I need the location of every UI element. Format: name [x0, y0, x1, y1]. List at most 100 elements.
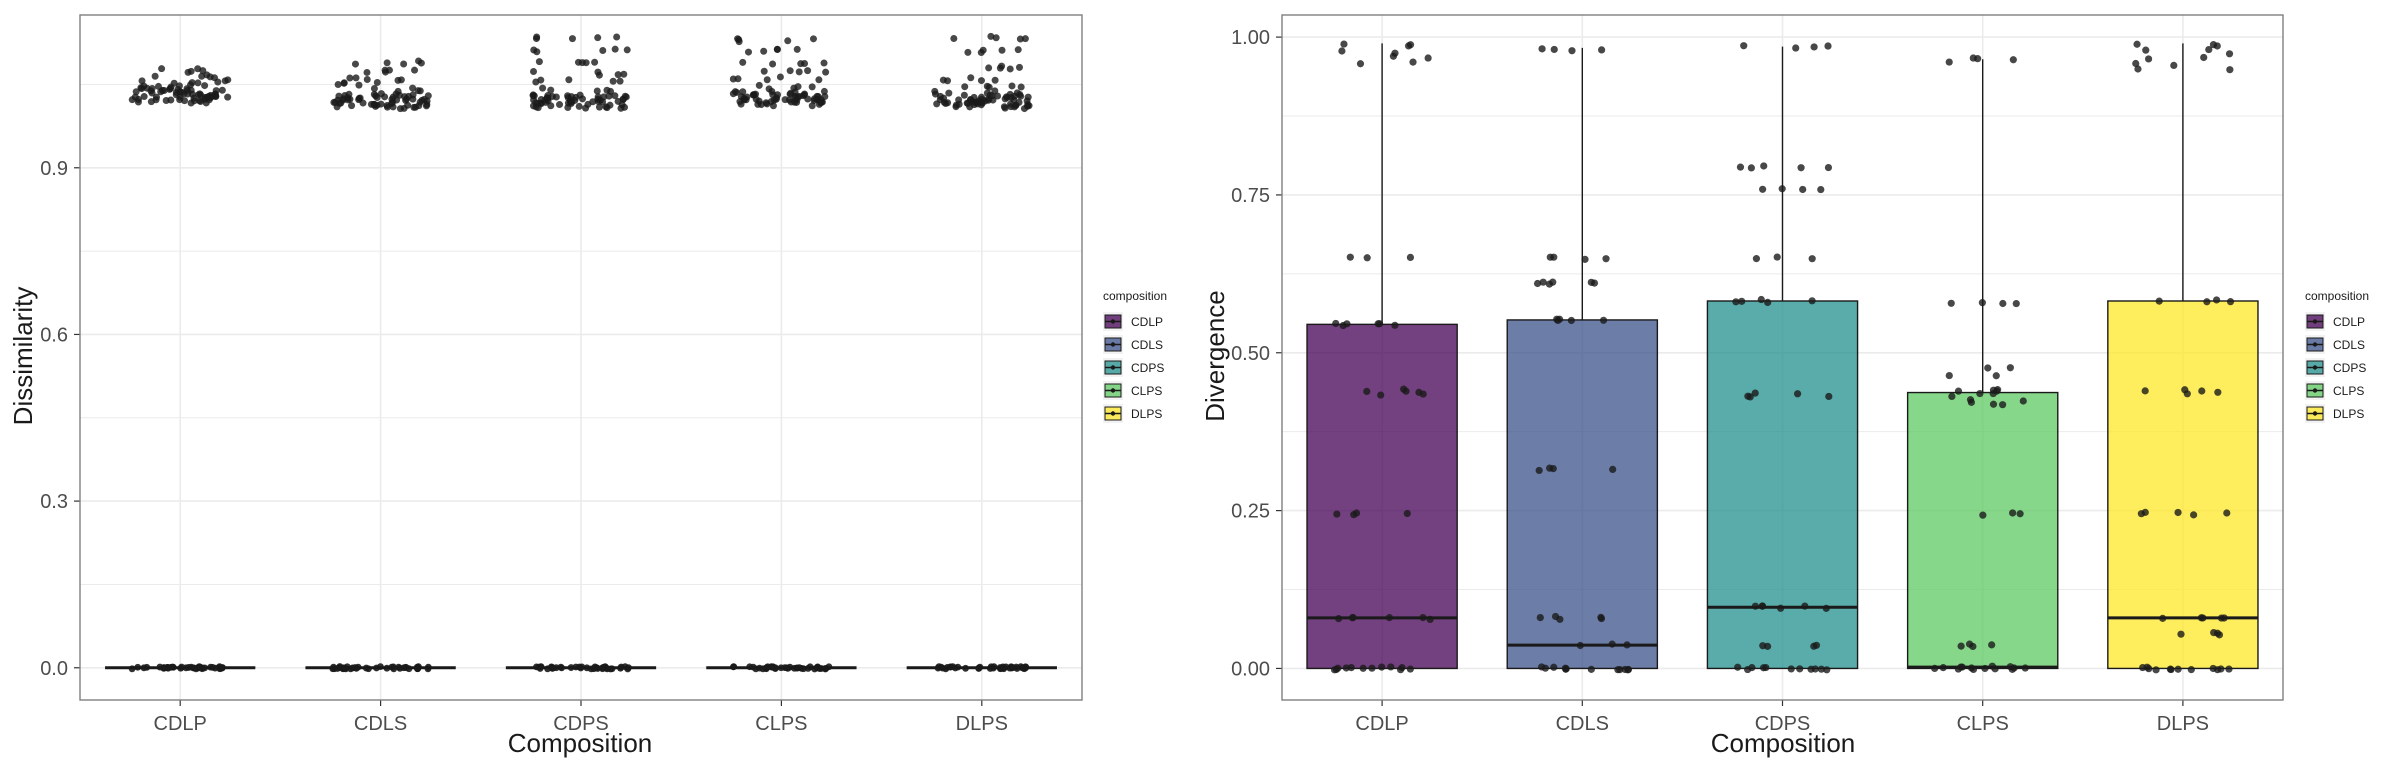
data-point — [1400, 385, 1408, 393]
outlier-point — [151, 72, 159, 80]
data-point — [1999, 401, 2007, 409]
data-point — [1822, 604, 1830, 612]
legend-label-dlps: DLPS — [2333, 407, 2364, 421]
data-point — [1797, 164, 1805, 172]
data-point — [2143, 663, 2151, 671]
data-point — [1992, 372, 2000, 380]
legend-swatch-point — [2312, 388, 2318, 393]
data-point — [1824, 42, 1832, 50]
outlier-point — [773, 46, 781, 54]
data-point — [2209, 41, 2218, 49]
outlier-point — [594, 34, 602, 42]
outlier-point — [564, 92, 572, 100]
data-point — [1931, 664, 1939, 673]
outlier-point — [224, 76, 232, 84]
data-point — [377, 663, 384, 671]
outlier-point — [987, 32, 995, 40]
data-point — [1817, 185, 1825, 194]
outlier-point — [1017, 83, 1025, 91]
outlier-point — [776, 73, 784, 81]
data-point — [1989, 400, 1998, 408]
outlier-point — [760, 67, 768, 75]
data-point — [2200, 53, 2208, 62]
outlier-point — [576, 91, 584, 99]
outlier-point — [363, 68, 371, 76]
data-point — [939, 664, 947, 672]
outlier-point — [755, 81, 763, 89]
y-tick-label: 0.50 — [1231, 343, 1270, 365]
outlier-point — [614, 71, 622, 79]
outlier-point — [595, 71, 603, 79]
data-point — [1732, 298, 1740, 306]
data-point — [1332, 319, 1340, 328]
data-point — [2214, 388, 2222, 396]
outlier-point — [201, 82, 209, 90]
data-point — [1799, 185, 1807, 194]
outlier-point — [939, 76, 947, 84]
outlier-point — [609, 77, 617, 85]
outlier-point — [945, 89, 953, 97]
outlier-point — [739, 58, 747, 66]
data-point — [2006, 663, 2014, 671]
data-point — [1609, 465, 1617, 474]
x-tick-label: DLPS — [956, 713, 1008, 735]
legend-label-clps: CLPS — [1131, 384, 1162, 398]
data-point — [1744, 392, 1752, 400]
legend-swatch-point — [1110, 319, 1116, 324]
data-point — [351, 664, 359, 671]
data-point — [1823, 666, 1831, 674]
data-point — [414, 664, 422, 672]
outlier-point — [593, 87, 601, 95]
data-point — [1377, 391, 1385, 399]
legend-swatch-point — [1110, 365, 1116, 370]
outlier-point — [131, 93, 139, 101]
outlier-point — [351, 60, 359, 68]
outlier-point — [194, 79, 202, 87]
data-point — [1939, 664, 1947, 672]
outlier-point — [535, 58, 543, 66]
data-point — [1339, 321, 1347, 330]
data-point — [143, 663, 151, 671]
outlier-point — [613, 33, 621, 41]
outlier-point — [769, 60, 777, 68]
data-point — [1760, 162, 1768, 170]
data-point — [2213, 666, 2222, 674]
outlier-point — [578, 59, 586, 67]
data-point — [177, 664, 185, 672]
outlier-point — [1008, 82, 1016, 90]
outlier-point — [170, 79, 178, 87]
data-point — [2203, 298, 2211, 306]
data-point — [749, 663, 757, 671]
data-point — [2141, 508, 2149, 516]
data-point — [1981, 664, 1989, 673]
y-tick-label: 0.6 — [40, 324, 68, 346]
outlier-point — [409, 91, 417, 99]
outlier-point — [373, 101, 381, 109]
data-point — [1348, 614, 1357, 622]
data-point — [1581, 255, 1589, 263]
data-point — [1744, 665, 1752, 674]
data-point — [1022, 663, 1030, 671]
data-point — [1811, 665, 1819, 673]
data-point — [1623, 641, 1631, 649]
outlier-point — [769, 91, 777, 99]
legend-swatch-point — [2312, 411, 2318, 416]
data-point — [1602, 255, 1610, 263]
outlier-point — [1016, 35, 1024, 43]
data-point — [567, 664, 575, 671]
data-point — [1539, 278, 1547, 286]
data-point — [1330, 666, 1339, 674]
outlier-point — [158, 65, 166, 73]
data-point — [1777, 604, 1785, 612]
outlier-point — [340, 79, 348, 87]
outlier-point — [808, 83, 816, 91]
legend-label-dlps: DLPS — [1131, 407, 1162, 421]
outlier-point — [373, 78, 381, 86]
data-point — [759, 665, 767, 673]
outlier-point — [205, 93, 213, 101]
data-point — [544, 665, 551, 673]
legend-swatch-point — [1110, 411, 1116, 416]
data-point — [1734, 663, 1742, 671]
outlier-point — [620, 70, 628, 78]
data-point — [814, 663, 822, 671]
